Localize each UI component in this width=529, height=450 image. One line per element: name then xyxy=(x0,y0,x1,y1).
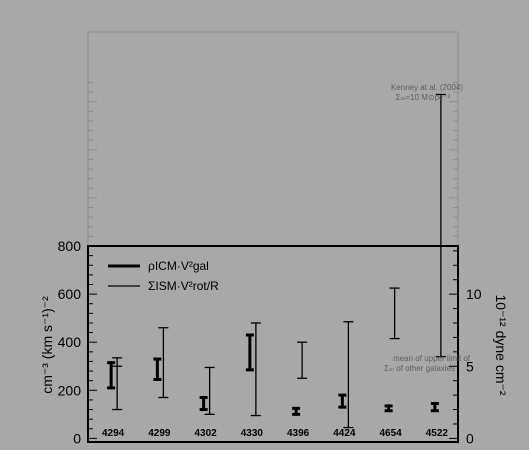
kenney-annotation-line2: Σₘ=10 M⊙pc⁻² xyxy=(396,93,451,102)
left-axis-ticks: 0 200 400 600 800 xyxy=(58,238,97,446)
category-label: 4396 xyxy=(287,428,310,439)
y-tick-label: 200 xyxy=(58,382,82,398)
category-label: 4522 xyxy=(426,428,449,439)
category-label: 4299 xyxy=(148,428,171,439)
legend: ρICM·V²gal ΣISM·V²rot/R xyxy=(108,259,219,293)
kenney-annotation-line1: Kenney at al. (2004) xyxy=(391,83,463,92)
y-tick-label: 800 xyxy=(58,238,82,254)
icm-bar-4424 xyxy=(338,393,347,409)
y-tick-label: 0 xyxy=(73,430,81,446)
icm-bar-4654 xyxy=(384,404,393,413)
category-label: 4294 xyxy=(102,428,125,439)
ism-bar-4330 xyxy=(250,322,261,417)
ism-bar-4299 xyxy=(158,327,169,399)
ism-bar-4654 xyxy=(389,287,400,340)
icm-bar-4522 xyxy=(430,402,439,413)
y-tick-label: 600 xyxy=(58,286,82,302)
category-label: 4330 xyxy=(241,428,264,439)
y2-tick-label: 5 xyxy=(466,358,474,374)
y-tick-label: 400 xyxy=(58,334,82,350)
category-label: 4654 xyxy=(380,428,403,439)
category-label: 4424 xyxy=(333,428,356,439)
y-axis-title: cm⁻³ (km s⁻¹)⁻² xyxy=(39,296,55,394)
right-axis-ticks: 0 5 10 xyxy=(449,250,482,446)
icm-bar-4302 xyxy=(199,396,208,412)
ism-bar-4522 xyxy=(435,93,446,358)
y2-tick-label: 10 xyxy=(466,286,482,302)
ism-bar-4294 xyxy=(112,357,123,411)
icm-bar-4294 xyxy=(107,361,116,390)
icm-bar-4396 xyxy=(292,406,301,416)
legend-icm-label: ρICM·V²gal xyxy=(148,259,209,273)
upper-limit-annotation-line2: Σₘ of other galaxies xyxy=(384,364,455,373)
y2-tick-label: 0 xyxy=(466,430,474,446)
legend-ism-label: ΣISM·V²rot/R xyxy=(148,279,219,293)
upper-frame xyxy=(87,31,459,246)
ism-bar-4302 xyxy=(204,366,215,415)
icm-error-bars xyxy=(107,333,439,416)
upper-frame-ticks xyxy=(88,81,458,237)
y2-axis-title: 10⁻¹² dyne cm⁻² xyxy=(493,294,509,395)
ism-error-bars xyxy=(112,93,446,429)
icm-bar-4330 xyxy=(245,333,254,372)
ism-bar-4396 xyxy=(297,341,308,379)
ism-bar-4424 xyxy=(343,321,354,429)
icm-bar-4299 xyxy=(153,357,162,381)
plot-frame xyxy=(87,245,459,443)
category-label: 4302 xyxy=(195,428,218,439)
category-labels: 4294 4299 4302 4330 4396 4424 4654 4522 xyxy=(102,428,448,439)
upper-limit-annotation-line1: mean of upper limit of xyxy=(393,354,471,363)
